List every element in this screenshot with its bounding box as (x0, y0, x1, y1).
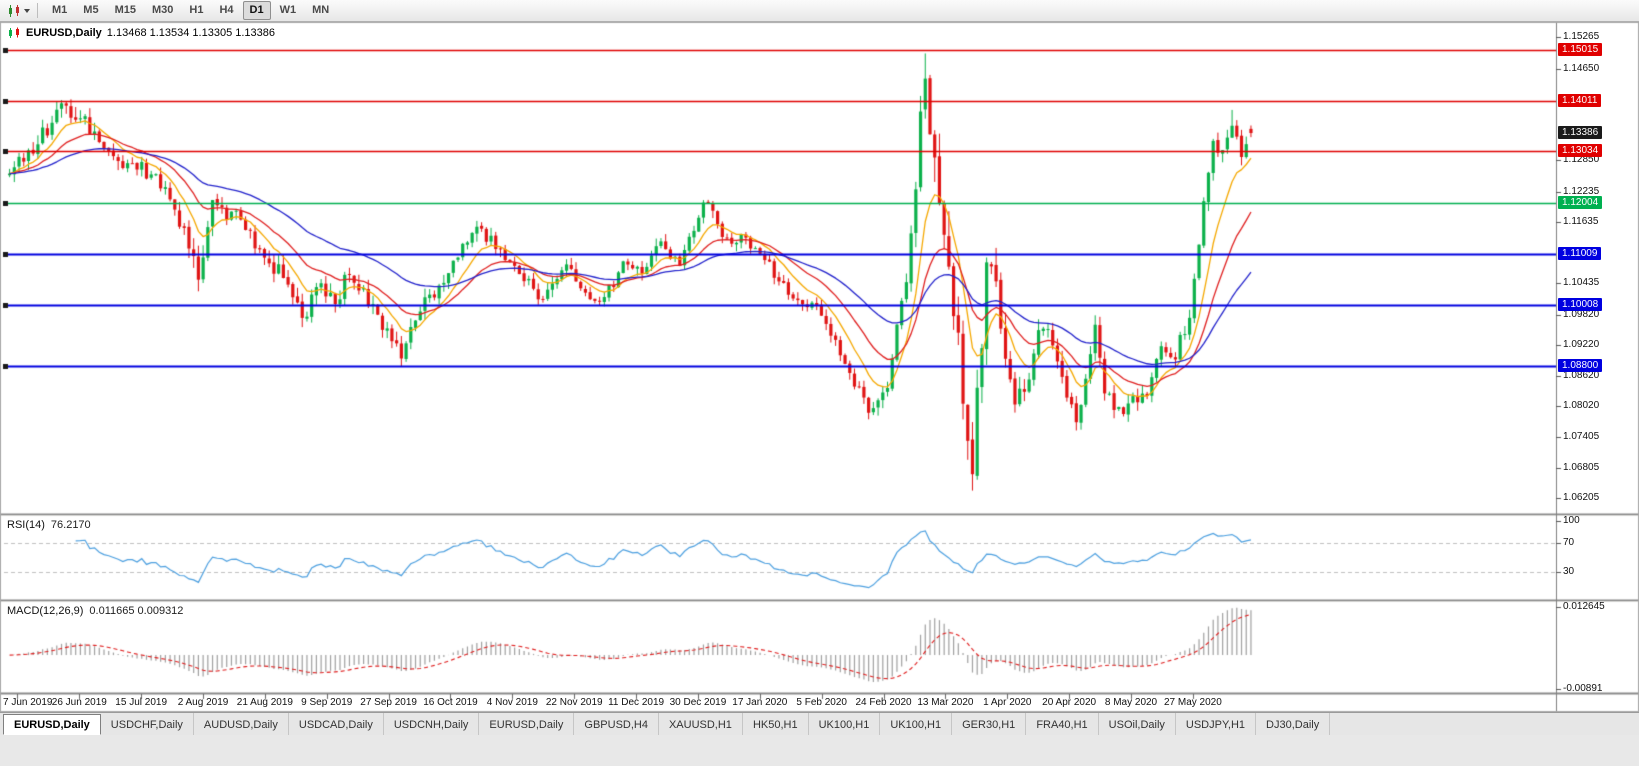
chart-tabs-bar: EURUSD,Daily USDCHF,Daily AUDUSD,Daily USDC… (0, 712, 1639, 735)
chart-tab-6-gbpusd-h4[interactable]: GBPUSD,H4 (574, 713, 659, 735)
timeframe-button-h1[interactable]: H1 (189, 4, 204, 16)
price-axis-label: 1.07405 (1563, 431, 1600, 443)
timeframe-button-w1[interactable]: W1 (279, 4, 297, 16)
chart-window-icon (9, 27, 19, 38)
timeframe-buttons: M1 M5 M15 M30 H1 H4 D1 W1 MN (44, 1, 337, 20)
chart-tab-9-uk100-h1[interactable]: UK100,H1 (809, 713, 881, 735)
price-axis-label: 1.10435 (1563, 277, 1600, 289)
date-axis-label: 15 Jul 2019 (115, 697, 168, 708)
chart-tab-7-xauusd-h1[interactable]: XAUUSD,H1 (659, 713, 743, 735)
date-axis-label: 4 Nov 2019 (486, 697, 538, 708)
chart-tab-10-uk100-h1[interactable]: UK100,H1 (880, 713, 953, 735)
toolbar-separator (37, 3, 38, 18)
price-axis-label: 1.08020 (1563, 400, 1600, 412)
date-axis-label: 26 Jun 2019 (51, 697, 107, 708)
timeframe-button-mn[interactable]: MN (312, 4, 330, 16)
price-axis-label: 1.12235 (1563, 185, 1600, 197)
macd-axis-label: 0.012645 (1563, 601, 1605, 612)
price-level-badge: 1.13034 (1558, 143, 1603, 157)
chart-tab-8-hk50-h1[interactable]: HK50,H1 (743, 713, 809, 735)
chart-tab-15-dj30-daily[interactable]: DJ30,Daily (1256, 713, 1331, 735)
price-level-badge: 1.13386 (1558, 126, 1603, 140)
rsi-value: 76.2170 (50, 519, 91, 531)
rsi-axis-label: 100 (1563, 515, 1580, 526)
price-level-badge: 1.11009 (1558, 247, 1602, 260)
date-axis-label: 21 Aug 2019 (236, 697, 293, 708)
chart-tab-2-audusd-daily[interactable]: AUDUSD,Daily (194, 713, 289, 735)
price-level-badge: 1.10008 (1558, 297, 1603, 311)
price-axis-label: 1.11635 (1563, 216, 1599, 228)
symbol-period-label: EURUSD,Daily (26, 27, 102, 39)
date-axis-label: 24 Feb 2020 (855, 697, 912, 708)
chart-tab-4-usdcnh-daily[interactable]: USDCNH,Daily (384, 713, 480, 735)
chart-tab-3-usdcad-daily[interactable]: USDCAD,Daily (289, 713, 384, 735)
price-axis-label: 1.06205 (1563, 492, 1600, 504)
date-axis-label: 20 Apr 2020 (1042, 697, 1097, 708)
chart-tab-12-fra40-h1[interactable]: FRA40,H1 (1026, 713, 1099, 735)
price-chart-canvas[interactable] (0, 22, 1639, 712)
price-level-badge: 1.12004 (1558, 196, 1603, 210)
rsi-axis-label: 30 (1563, 566, 1575, 578)
timeframe-button-m1[interactable]: M1 (52, 4, 68, 16)
chart-tab-5-eurusd-daily[interactable]: EURUSD,Daily (479, 713, 575, 735)
macd-name: MACD(12,26,9) (7, 605, 84, 617)
macd-axis-label: -0.00891 (1563, 683, 1603, 694)
date-axis-label: 2 Aug 2019 (177, 697, 229, 708)
price-level-badge: 1.08800 (1558, 359, 1603, 373)
chart-tab-0-eurusd-daily[interactable]: EURUSD,Daily (3, 714, 101, 735)
price-level-badge: 1.15015 (1558, 43, 1603, 57)
date-axis-label: 7 Jun 2019 (3, 697, 53, 708)
price-axis-label: 1.06805 (1563, 461, 1600, 473)
price-axis-label: 1.15265 (1563, 31, 1600, 43)
price-axis-label: 1.08620 (1563, 369, 1600, 381)
price-axis-label: 1.14650 (1563, 62, 1600, 74)
timeframe-toolbar: M1 M5 M15 M30 H1 H4 D1 W1 MN (0, 0, 1639, 22)
timeframe-button-m15[interactable]: M15 (114, 4, 136, 16)
price-axis-label: 1.12850 (1563, 154, 1600, 166)
timeframe-button-m30[interactable]: M30 (151, 4, 174, 16)
rsi-indicator-label: RSI(14) 76.2170 (7, 519, 91, 531)
ohlc-values: 1.13468 1.13534 1.13305 1.13386 (106, 27, 276, 39)
date-axis-label: 5 Feb 2020 (796, 697, 847, 708)
macd-values: 0.011665 0.009312 (89, 605, 184, 617)
chart-tab-14-usdjpy-h1[interactable]: USDJPY,H1 (1176, 713, 1257, 735)
price-axis-label: 1.09220 (1563, 339, 1600, 351)
chart-tab-1-usdchf-daily[interactable]: USDCHF,Daily (101, 713, 194, 735)
date-axis-label: 13 Mar 2020 (917, 697, 974, 708)
macd-indicator-label: MACD(12,26,9) 0.011665 0.009312 (7, 605, 183, 617)
date-axis-label: 27 Sep 2019 (360, 697, 417, 708)
date-axis-label: 11 Dec 2019 (608, 697, 665, 708)
chart-tab-11-ger30-h1[interactable]: GER30,H1 (952, 713, 1027, 735)
date-axis-label: 17 Jan 2020 (732, 697, 788, 708)
price-axis-label: 1.09820 (1563, 308, 1600, 320)
chart-type-dropdown[interactable] (4, 3, 33, 19)
date-axis-label: 30 Dec 2019 (669, 697, 727, 708)
rsi-axis-label: 70 (1563, 536, 1575, 548)
date-axis-label: 1 Apr 2020 (983, 697, 1032, 708)
timeframe-button-m5[interactable]: M5 (83, 4, 99, 16)
rsi-name: RSI(14) (7, 519, 45, 531)
chevron-down-icon (24, 8, 30, 13)
timeframe-button-h4[interactable]: H4 (219, 4, 234, 16)
date-axis-label: 16 Oct 2019 (423, 697, 478, 708)
date-axis-label: 8 May 2020 (1104, 697, 1158, 708)
chart-title: EURUSD,Daily 1.13468 1.13534 1.13305 1.1… (8, 27, 275, 39)
date-axis-label: 9 Sep 2019 (301, 697, 353, 708)
price-level-badge: 1.14011 (1558, 94, 1602, 108)
date-axis-label: 22 Nov 2019 (545, 697, 603, 708)
candlestick-chart-icon (9, 4, 19, 17)
status-strip (0, 735, 1639, 766)
date-axis-label: 27 May 2020 (1163, 697, 1222, 708)
timeframe-button-d1[interactable]: D1 (242, 1, 271, 20)
chart-tab-13-usoil-daily[interactable]: USOil,Daily (1099, 713, 1176, 735)
